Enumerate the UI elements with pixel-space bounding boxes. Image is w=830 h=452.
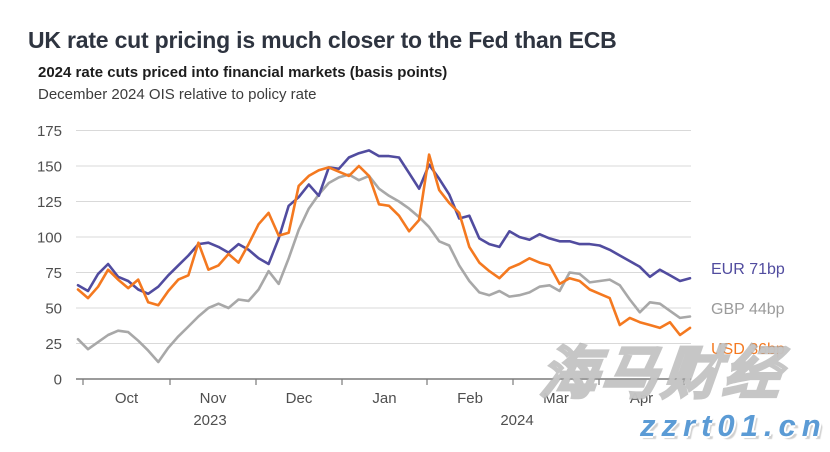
y-axis-label: 75 <box>45 265 62 282</box>
series-line-gbp <box>76 173 692 364</box>
legend-gbp-label: GBP 44bp <box>711 301 785 318</box>
x-axis-month-label: Feb <box>457 390 483 407</box>
x-axis-month-label: Oct <box>115 390 139 407</box>
y-axis-label: 125 <box>37 194 62 211</box>
series-line-usd <box>76 153 692 337</box>
series-line-eur <box>76 149 692 296</box>
chart-subtitle: December 2024 OIS relative to policy rat… <box>38 86 317 103</box>
watermark-chinese-text: 海马财经 <box>536 341 789 408</box>
x-axis-month-label: Jan <box>372 390 396 407</box>
y-axis-label: 175 <box>37 123 62 140</box>
legend-usd-label: USD 36bp <box>711 341 785 358</box>
x-axis-year-label: 2023 <box>193 412 226 429</box>
chart-title: 2024 rate cuts priced into financial mar… <box>38 64 448 81</box>
x-axis-year-label: 2024 <box>500 412 533 429</box>
watermark-url-text: zzrt01.cn <box>640 408 827 443</box>
x-axis-month-label: Mar <box>543 390 569 407</box>
page-title: UK rate cut pricing is much closer to th… <box>28 27 617 54</box>
y-axis-label: 50 <box>45 301 62 318</box>
y-axis-label: 25 <box>45 336 62 353</box>
x-axis-month-label: Dec <box>286 390 313 407</box>
y-axis-label: 150 <box>37 159 62 176</box>
legend-eur-label: EUR 71bp <box>711 261 785 278</box>
y-axis-label: 0 <box>54 372 62 389</box>
x-axis-month-label: Apr <box>630 390 653 407</box>
y-axis-label: 100 <box>37 230 62 247</box>
x-axis-month-label: Nov <box>200 390 227 407</box>
